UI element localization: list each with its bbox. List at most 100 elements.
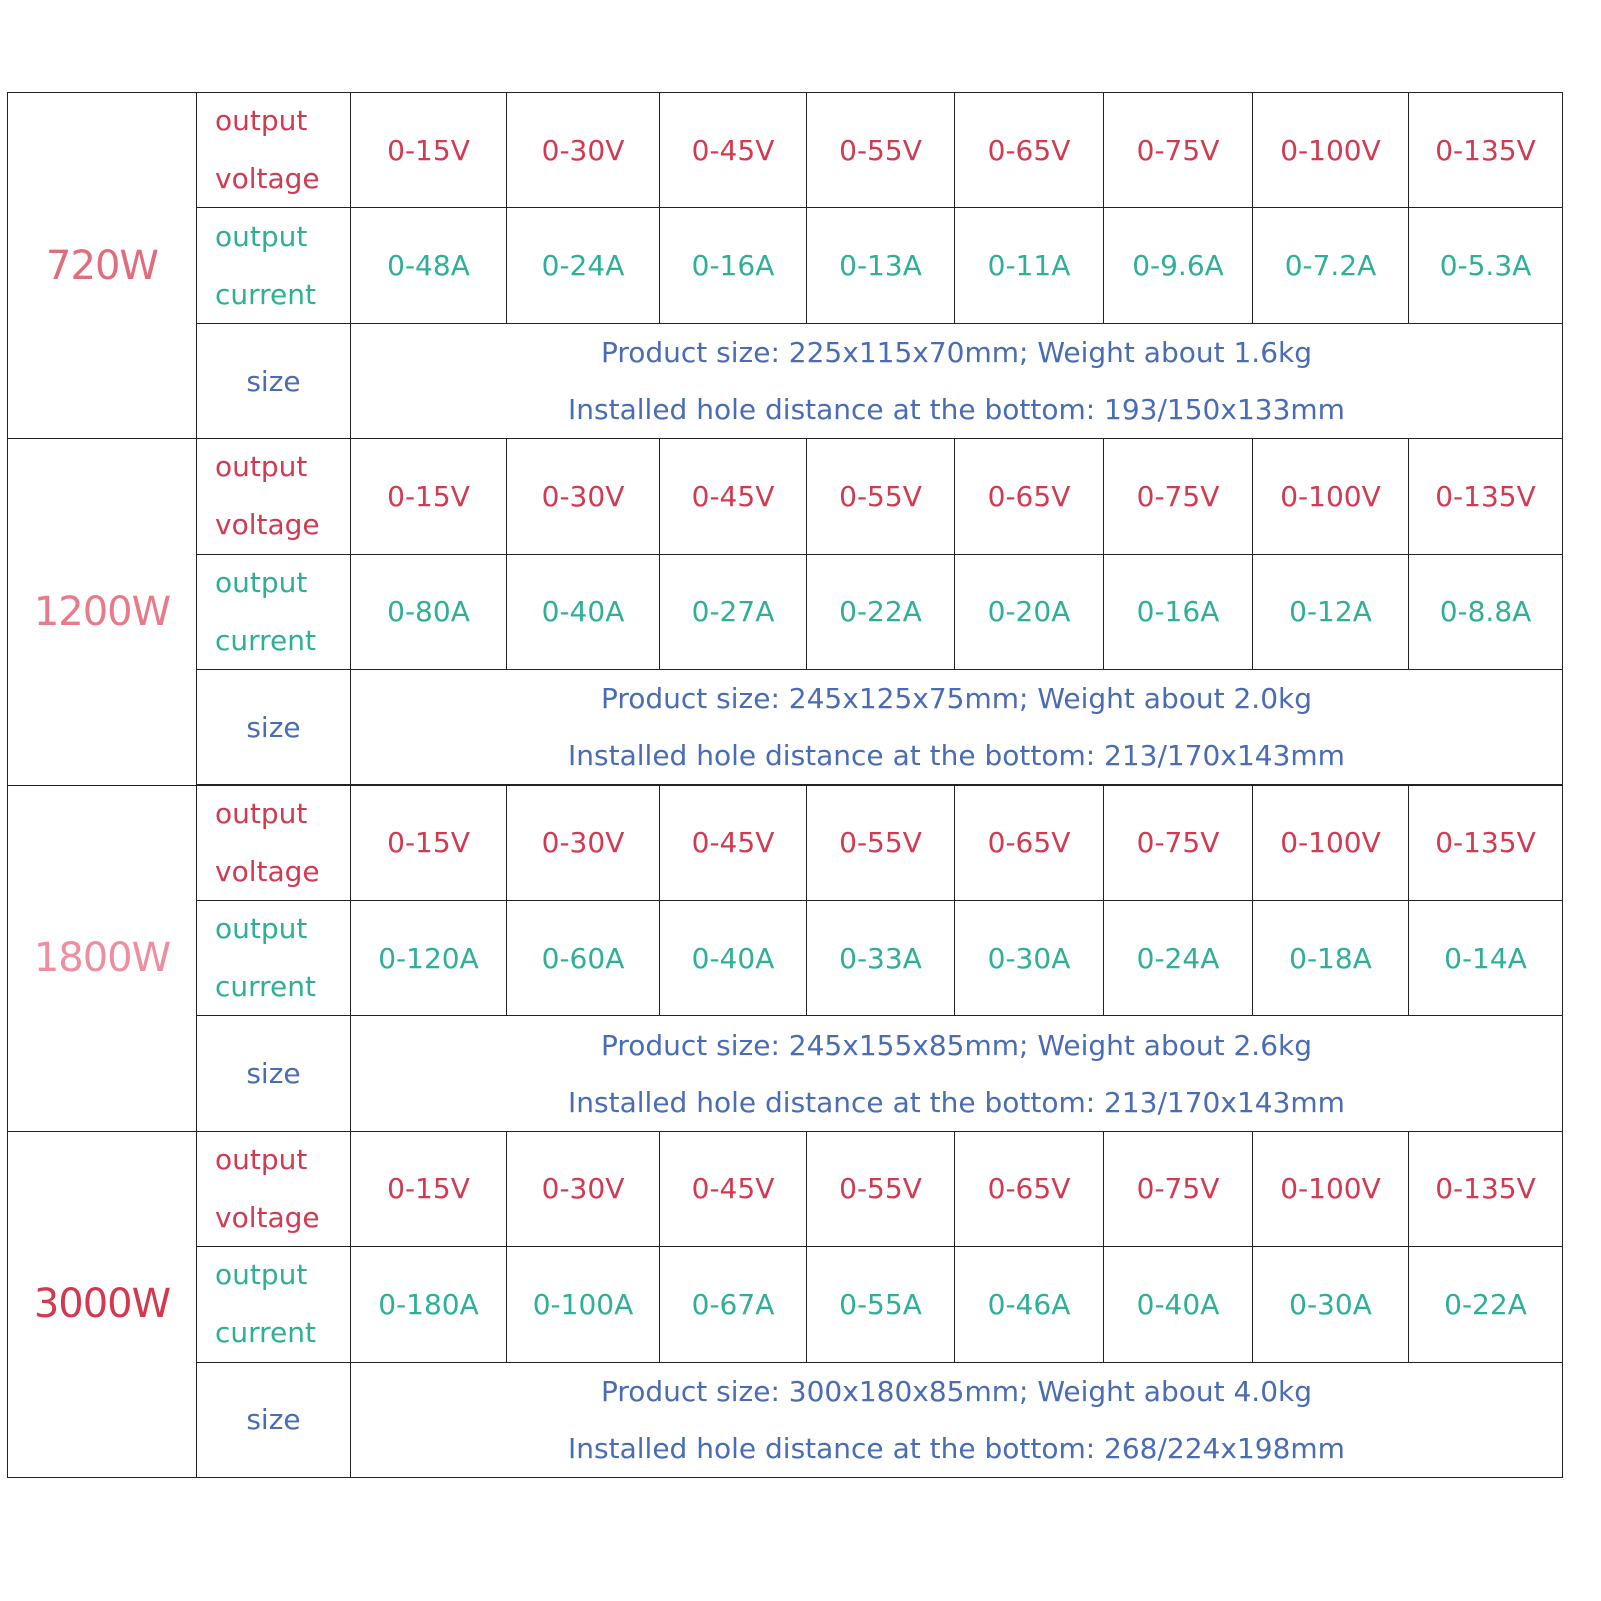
current-value: 0-14A	[1408, 899, 1563, 1017]
voltage-value: 0-55V	[806, 784, 955, 901]
row-label: size	[196, 669, 351, 786]
voltage-value: 0-135V	[1408, 784, 1563, 901]
current-value: 0-40A	[659, 899, 807, 1017]
size-line: Product size: 245x125x75mm; Weight about…	[600, 682, 1313, 716]
current-value: 0-55A	[806, 1246, 955, 1363]
row-label: output current	[196, 207, 351, 324]
voltage-value: 0-65V	[954, 1130, 1104, 1248]
voltage-value: 0-15V	[350, 784, 507, 901]
voltage-value: 0-100V	[1252, 92, 1409, 209]
current-value: 0-16A	[659, 207, 807, 324]
current-value: 0-9.6A	[1103, 207, 1253, 324]
current-value: 0-8.8A	[1408, 553, 1563, 671]
voltage-value: 0-30V	[506, 438, 660, 555]
row-label-text: output voltage	[215, 450, 320, 542]
voltage-value: 0-65V	[954, 92, 1104, 209]
current-value: 0-22A	[806, 553, 955, 671]
row-label-text: output voltage	[215, 796, 320, 888]
voltage-value: 0-65V	[954, 784, 1104, 901]
current-value: 0-33A	[806, 899, 955, 1017]
voltage-value: 0-45V	[659, 92, 807, 209]
row-label: size	[196, 322, 351, 440]
current-value: 0-120A	[350, 899, 507, 1017]
voltage-value: 0-45V	[659, 1130, 807, 1248]
current-value: 0-180A	[350, 1246, 507, 1363]
voltage-value: 0-45V	[659, 438, 807, 555]
current-value: 0-40A	[506, 553, 660, 671]
current-value: 0-100A	[506, 1246, 660, 1363]
row-label: output voltage	[196, 92, 351, 209]
current-value: 0-24A	[506, 207, 660, 324]
voltage-value: 0-45V	[659, 784, 807, 901]
row-label-text: output current	[215, 912, 317, 1004]
size-info: Product size: 245x155x85mm; Weight about…	[350, 1015, 1563, 1132]
size-info: Product size: 300x180x85mm; Weight about…	[350, 1361, 1563, 1478]
voltage-value: 0-15V	[350, 1130, 507, 1248]
current-value: 0-20A	[954, 553, 1104, 671]
voltage-value: 0-55V	[806, 1130, 955, 1248]
voltage-value: 0-30V	[506, 784, 660, 901]
row-label-text: output voltage	[215, 1142, 320, 1234]
current-value: 0-67A	[659, 1246, 807, 1363]
voltage-value: 0-30V	[506, 92, 660, 209]
voltage-value: 0-135V	[1408, 438, 1563, 555]
voltage-value: 0-15V	[350, 92, 507, 209]
current-value: 0-60A	[506, 899, 660, 1017]
row-label: output current	[196, 553, 351, 671]
row-label: output voltage	[196, 784, 351, 901]
row-label-text: output current	[215, 565, 317, 657]
current-value: 0-40A	[1103, 1246, 1253, 1363]
voltage-value: 0-30V	[506, 1130, 660, 1248]
current-value: 0-30A	[954, 899, 1104, 1017]
voltage-value: 0-100V	[1252, 784, 1409, 901]
current-value: 0-48A	[350, 207, 507, 324]
current-value: 0-80A	[350, 553, 507, 671]
row-label: output current	[196, 1246, 351, 1363]
current-value: 0-22A	[1408, 1246, 1563, 1363]
size-line: Product size: 225x115x70mm; Weight about…	[600, 336, 1313, 370]
voltage-value: 0-55V	[806, 92, 955, 209]
current-value: 0-16A	[1103, 553, 1253, 671]
voltage-value: 0-135V	[1408, 92, 1563, 209]
voltage-value: 0-65V	[954, 438, 1104, 555]
power-label: 1200W	[7, 438, 197, 786]
voltage-value: 0-100V	[1252, 1130, 1409, 1248]
row-label: size	[196, 1015, 351, 1132]
size-info: Product size: 225x115x70mm; Weight about…	[350, 322, 1563, 440]
size-line: Product size: 245x155x85mm; Weight about…	[600, 1028, 1313, 1062]
power-label: 3000W	[7, 1130, 197, 1478]
size-info: Product size: 245x125x75mm; Weight about…	[350, 669, 1563, 786]
size-line: Installed hole distance at the bottom: 2…	[568, 1085, 1345, 1119]
current-value: 0-27A	[659, 553, 807, 671]
row-label: size	[196, 1361, 351, 1478]
row-label: output current	[196, 899, 351, 1017]
current-value: 0-18A	[1252, 899, 1409, 1017]
size-line: Product size: 300x180x85mm; Weight about…	[600, 1374, 1313, 1408]
size-line: Installed hole distance at the bottom: 2…	[568, 739, 1345, 773]
current-value: 0-11A	[954, 207, 1104, 324]
voltage-value: 0-100V	[1252, 438, 1409, 555]
current-value: 0-12A	[1252, 553, 1409, 671]
voltage-value: 0-75V	[1103, 1130, 1253, 1248]
row-label: output voltage	[196, 1130, 351, 1248]
current-value: 0-24A	[1103, 899, 1253, 1017]
voltage-value: 0-15V	[350, 438, 507, 555]
size-line: Installed hole distance at the bottom: 2…	[568, 1431, 1345, 1465]
current-value: 0-5.3A	[1408, 207, 1563, 324]
current-value: 0-30A	[1252, 1246, 1409, 1363]
voltage-value: 0-55V	[806, 438, 955, 555]
row-label-text: output current	[215, 219, 317, 311]
row-label: output voltage	[196, 438, 351, 555]
size-line: Installed hole distance at the bottom: 1…	[568, 393, 1345, 427]
voltage-value: 0-75V	[1103, 438, 1253, 555]
power-label: 1800W	[7, 784, 197, 1132]
row-label-text: output current	[215, 1258, 317, 1350]
row-label-text: output voltage	[215, 104, 320, 196]
voltage-value: 0-75V	[1103, 784, 1253, 901]
power-label: 720W	[7, 92, 197, 440]
voltage-value: 0-135V	[1408, 1130, 1563, 1248]
voltage-value: 0-75V	[1103, 92, 1253, 209]
current-value: 0-13A	[806, 207, 955, 324]
current-value: 0-46A	[954, 1246, 1104, 1363]
